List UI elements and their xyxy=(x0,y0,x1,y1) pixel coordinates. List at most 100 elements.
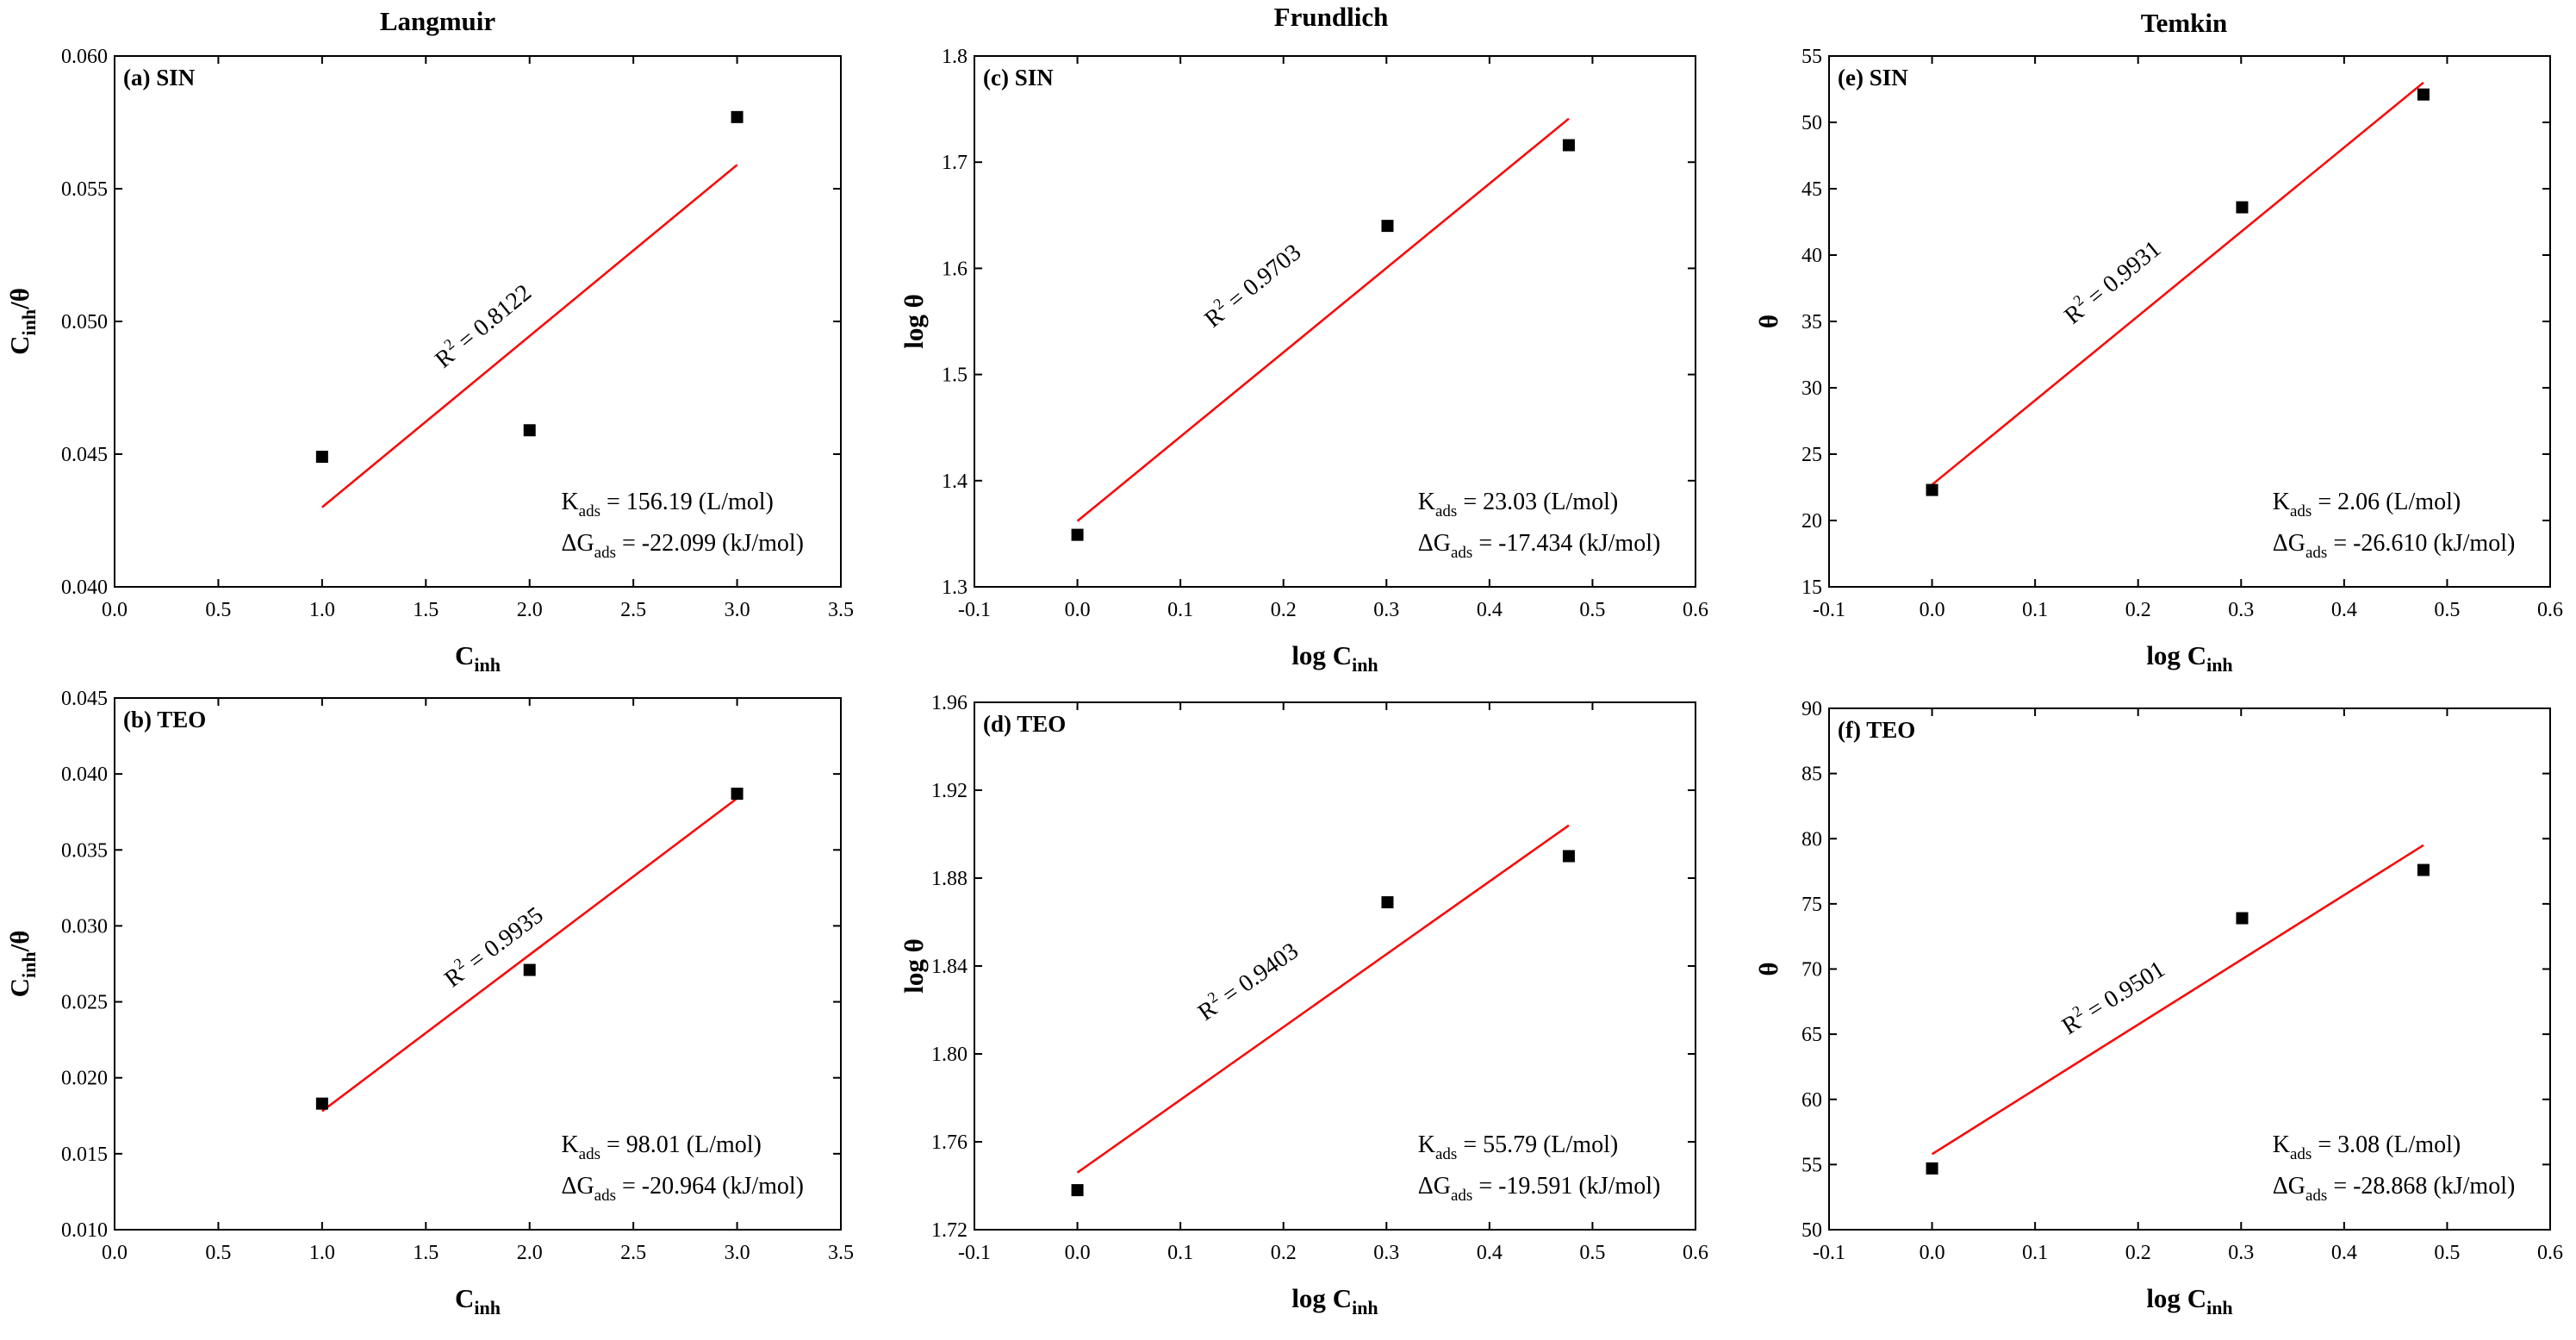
fit-line xyxy=(1076,117,1570,522)
x-tick-label: 3.5 xyxy=(828,599,854,621)
fit-line xyxy=(321,164,738,508)
data-point xyxy=(2417,88,2430,101)
x-tick-label: 0.0 xyxy=(1065,599,1091,621)
y-tick-label: 40 xyxy=(1801,245,1822,267)
y-tick-label: 1.8 xyxy=(942,46,968,68)
data-point xyxy=(2417,863,2430,876)
panel-label: (b) TEO xyxy=(123,707,206,732)
x-tick-label: 3.0 xyxy=(725,599,750,621)
panel-label: (c) SIN xyxy=(983,65,1054,90)
x-tick-label: 0.0 xyxy=(1065,1242,1091,1264)
y-axis-label: θ xyxy=(1753,315,1783,328)
x-tick-label: 0.5 xyxy=(2434,599,2460,621)
x-tick-label: 0.6 xyxy=(1683,599,1708,621)
x-tick-label: 0.1 xyxy=(1167,599,1193,621)
r-squared-label: R2 = 0.9403 xyxy=(1192,935,1304,1026)
y-tick-label: 80 xyxy=(1801,828,1822,851)
x-axis-label: log Cinh xyxy=(2146,1283,2232,1318)
data-point xyxy=(1562,139,1575,152)
x-tick-label: 3.0 xyxy=(725,1242,750,1264)
data-point xyxy=(1381,896,1394,909)
dg-ads-annotation: ΔGads = -19.591 (kJ/mol) xyxy=(1418,1173,1661,1205)
x-tick-label: 0.5 xyxy=(205,599,231,621)
x-axis-label: Cinh xyxy=(455,1283,501,1318)
x-tick-label: -0.1 xyxy=(1813,599,1845,621)
y-axis-label: Cinh/θ xyxy=(4,931,40,998)
x-axis-label: Cinh xyxy=(455,640,501,676)
r-squared-label: R2 = 0.8122 xyxy=(428,277,537,374)
panel-label: (d) TEO xyxy=(983,711,1066,737)
dg-ads-annotation: ΔGads = -17.434 (kJ/mol) xyxy=(1418,530,1661,562)
k-ads-annotation: Kads = 3.08 (L/mol) xyxy=(2273,1131,2461,1163)
r-squared-label: R2 = 0.9501 xyxy=(2056,953,2169,1040)
y-axis-label: log θ xyxy=(899,294,929,349)
x-axis-label: log Cinh xyxy=(1291,640,1378,676)
y-axis-label: Cinh/θ xyxy=(4,288,40,355)
panel-label: (a) SIN xyxy=(123,65,196,90)
x-tick-label: 0.4 xyxy=(2331,599,2357,621)
x-tick-label: 2.5 xyxy=(620,1242,646,1264)
x-tick-label: 0.1 xyxy=(1167,1242,1193,1264)
x-tick-label: 0.0 xyxy=(102,599,128,621)
y-tick-label: 1.96 xyxy=(931,692,968,714)
y-tick-label: 0.035 xyxy=(61,839,108,862)
k-ads-annotation: Kads = 156.19 (L/mol) xyxy=(561,489,773,520)
x-tick-label: 2.5 xyxy=(620,599,646,621)
data-point xyxy=(1926,1162,1938,1175)
fit-line xyxy=(1931,844,2424,1156)
data-point xyxy=(1071,1184,1084,1197)
x-tick-label: -0.1 xyxy=(1813,1242,1845,1264)
x-tick-label: 0.2 xyxy=(1271,599,1297,621)
x-tick-label: 0.2 xyxy=(2125,599,2151,621)
y-tick-label: 0.030 xyxy=(61,915,108,938)
x-axis-label: log Cinh xyxy=(2146,640,2232,676)
y-tick-label: 35 xyxy=(1801,311,1822,333)
y-tick-label: 70 xyxy=(1801,959,1822,982)
y-tick-label: 30 xyxy=(1801,377,1822,400)
x-tick-label: 0.1 xyxy=(2022,1242,2048,1264)
x-tick-label: 1.0 xyxy=(309,1242,335,1264)
plot-frame xyxy=(974,55,1696,588)
k-ads-annotation: Kads = 2.06 (L/mol) xyxy=(2273,489,2461,520)
x-tick-label: 1.5 xyxy=(413,1242,439,1264)
y-tick-label: 60 xyxy=(1801,1089,1822,1112)
y-tick-label: 85 xyxy=(1801,763,1822,786)
x-tick-label: 2.0 xyxy=(517,1242,543,1264)
plot-frame xyxy=(114,697,842,1231)
data-point xyxy=(2236,201,2249,214)
data-point xyxy=(315,1097,328,1110)
y-tick-label: 1.72 xyxy=(931,1219,968,1242)
y-tick-label: 55 xyxy=(1801,46,1822,68)
y-tick-label: 0.015 xyxy=(61,1144,108,1166)
dg-ads-annotation: ΔGads = -22.099 (kJ/mol) xyxy=(561,530,804,562)
y-tick-label: 0.055 xyxy=(61,178,108,201)
dg-ads-annotation: ΔGads = -20.964 (kJ/mol) xyxy=(561,1173,804,1205)
y-tick-label: 90 xyxy=(1801,698,1822,720)
r-squared-label: R2 = 0.9935 xyxy=(438,899,548,993)
y-tick-label: 1.4 xyxy=(942,471,968,493)
y-tick-label: 1.5 xyxy=(942,365,968,387)
column-title-temkin: Temkin xyxy=(2141,8,2228,38)
y-tick-label: 0.045 xyxy=(61,444,108,466)
y-tick-label: 15 xyxy=(1801,577,1822,599)
x-tick-label: 0.2 xyxy=(1271,1242,1297,1264)
x-tick-label: 0.0 xyxy=(1920,1242,1945,1264)
column-title-langmuir: Langmuir xyxy=(380,6,496,36)
dg-ads-annotation: ΔGads = -28.868 (kJ/mol) xyxy=(2273,1173,2516,1205)
x-tick-label: 0.4 xyxy=(1477,599,1503,621)
x-tick-label: -0.1 xyxy=(958,1242,991,1264)
panel-b: 0.0 0.5 1.0 1.5 2.0 2.5 3.0 3.5 0.010 0.015 0.020 0… xyxy=(4,688,854,1318)
y-tick-label: 50 xyxy=(1801,1219,1822,1242)
dg-ads-annotation: ΔGads = -26.610 (kJ/mol) xyxy=(2273,530,2516,562)
y-tick-label: 1.76 xyxy=(931,1131,968,1154)
x-tick-label: 0.3 xyxy=(2228,1242,2254,1264)
data-point xyxy=(1071,528,1084,541)
x-tick-label: 0.2 xyxy=(2125,1242,2151,1264)
y-tick-label: 20 xyxy=(1801,510,1822,533)
y-tick-label: 0.045 xyxy=(61,688,108,710)
y-tick-label: 75 xyxy=(1801,894,1822,916)
x-tick-label: 0.4 xyxy=(2331,1242,2357,1264)
data-point xyxy=(2236,912,2249,925)
panel-f: -0.1 0.0 0.1 0.2 0.3 0.4 0.5 0.6 50 55 60 65 70 75 80 8… xyxy=(1753,698,2563,1318)
